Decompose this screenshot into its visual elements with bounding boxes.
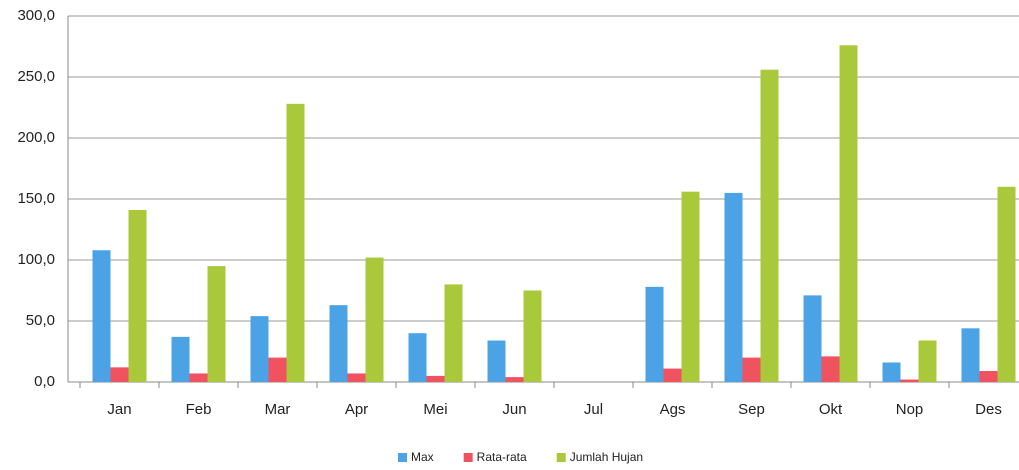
bar [523,290,542,382]
x-tick-label: Jun [502,401,526,418]
bar [268,357,287,382]
bar [979,371,998,382]
y-tick-label: 200,0 [17,129,55,146]
x-tick-label: Feb [186,401,212,418]
legend-swatch [463,453,473,462]
y-tick-label: 150,0 [17,190,55,207]
bar [742,357,761,382]
y-tick-label: 0,0 [34,373,55,390]
legend-swatch [556,453,566,462]
legend-label: Rata-rata [477,450,527,464]
legend-swatch [398,453,407,462]
bar [487,340,506,382]
x-tick-label: Des [975,401,1002,418]
x-tick-label: Jan [107,401,131,418]
bar [961,328,980,382]
y-tick-label: 250,0 [17,68,55,85]
legend-label: Jumlah Hujan [570,450,643,464]
legend-label: Max [411,450,434,464]
bar [821,356,840,382]
bar [365,257,384,382]
bar [803,295,822,382]
bar [839,45,858,382]
bar [92,250,111,382]
y-tick-label: 300,0 [17,7,55,24]
bar [329,305,348,382]
bar [760,69,779,383]
bar [663,368,682,382]
bar [505,377,524,382]
bar [724,192,743,382]
bar [128,209,147,382]
bar [645,286,664,382]
bar [426,375,445,382]
x-tick-label: Sep [738,401,765,418]
x-tick-label: Ags [660,401,686,418]
x-tick-label: Mar [265,401,291,418]
bar [408,333,427,382]
x-tick-label: Nop [896,401,924,418]
x-tick-label: Apr [345,401,368,418]
bar [250,316,269,382]
bar [882,362,901,382]
bar [110,367,129,382]
x-tick-label: Mei [423,401,447,418]
bar [918,340,937,382]
bar [347,373,366,382]
x-tick-label: Okt [819,401,843,418]
bar [900,379,919,382]
bar [997,186,1016,382]
bar [189,373,208,382]
bar [207,266,226,382]
bar [171,336,190,382]
bar [681,191,700,382]
y-tick-label: 100,0 [17,251,55,268]
bar [444,284,463,382]
bar [286,103,305,382]
x-tick-label: Jul [584,401,603,418]
y-tick-label: 50,0 [26,312,55,329]
